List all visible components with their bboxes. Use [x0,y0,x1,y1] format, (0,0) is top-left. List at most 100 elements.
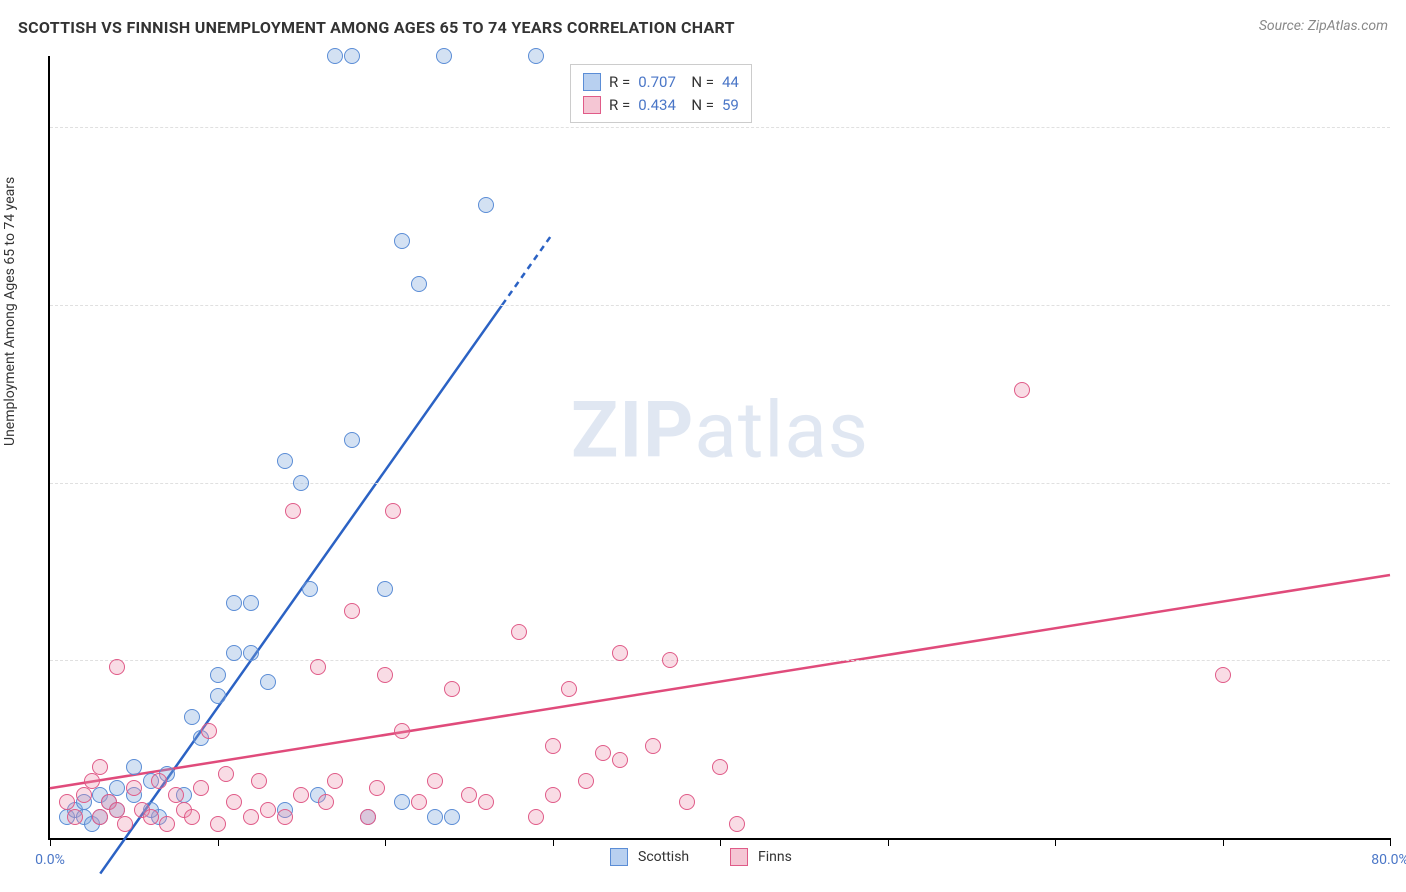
scatter-point [394,723,410,739]
scatter-point [285,503,301,519]
scatter-point [385,503,401,519]
scatter-point [478,197,494,213]
x-tick-label: 0.0% [35,852,65,868]
scatter-point [277,809,293,825]
scatter-point [369,780,385,796]
scatter-point [645,738,661,754]
scatter-point [461,787,477,803]
scatter-point [218,766,234,782]
scatter-point [310,659,326,675]
scatter-point [377,667,393,683]
scatter-point [436,48,452,64]
scatter-point [293,787,309,803]
scatter-point [293,475,309,491]
scatter-point [327,48,343,64]
scatter-point [528,809,544,825]
scatter-point [528,48,544,64]
scatter-point [545,738,561,754]
x-tick [888,838,889,846]
scatter-point [184,709,200,725]
scatter-point [210,816,226,832]
chart-source: Source: ZipAtlas.com [1259,18,1388,34]
x-tick [720,838,721,846]
scatter-point [184,809,200,825]
scatter-point [243,595,259,611]
scatter-point [92,759,108,775]
watermark: ZIPatlas [571,386,869,477]
scatter-point [143,809,159,825]
scatter-point [201,723,217,739]
chart-title: SCOTTISH VS FINNISH UNEMPLOYMENT AMONG A… [18,18,735,37]
scatter-point [302,581,318,597]
legend-stats-box: R = 0.707 N = 44R = 0.434 N = 59 [570,64,752,123]
scatter-point [260,802,276,818]
x-tick [553,838,554,846]
trend-lines [50,56,1390,838]
legend-item: Scottish [610,848,689,866]
scatter-point [394,794,410,810]
scatter-point [260,674,276,690]
scatter-point [126,759,142,775]
scatter-point [84,773,100,789]
x-tick [50,838,51,846]
scatter-point [67,809,83,825]
scatter-point [126,780,142,796]
gridline-h [50,483,1390,484]
scatter-point [344,48,360,64]
scatter-point [679,794,695,810]
scatter-point [109,780,125,796]
legend-stat-row: R = 0.434 N = 59 [583,94,739,117]
scatter-point [444,809,460,825]
scatter-point [377,581,393,597]
scatter-point [612,752,628,768]
scatter-point [226,794,242,810]
scatter-point [210,667,226,683]
scatter-point [151,773,167,789]
scatter-point [243,809,259,825]
scatter-point [545,787,561,803]
scatter-point [394,233,410,249]
scatter-point [159,816,175,832]
x-tick-label: 80.0% [1371,852,1406,868]
scatter-point [193,780,209,796]
scatter-point [1215,667,1231,683]
scatter-point [226,645,242,661]
scatter-point [210,688,226,704]
x-tick [218,838,219,846]
scatter-point [595,745,611,761]
gridline-h [50,305,1390,306]
x-tick [385,838,386,846]
scatter-point [612,645,628,661]
scatter-point [1014,382,1030,398]
scatter-point [511,624,527,640]
plot-area: ZIPatlas R = 0.707 N = 44R = 0.434 N = 5… [48,56,1390,840]
scatter-point [327,773,343,789]
scatter-point [444,681,460,697]
legend-stat-row: R = 0.707 N = 44 [583,71,739,94]
y-axis-label: Unemployment Among Ages 65 to 74 years [2,177,18,446]
scatter-point [243,645,259,661]
gridline-h [50,127,1390,128]
scatter-point [92,809,108,825]
x-tick [1223,838,1224,846]
scatter-point [277,453,293,469]
scatter-point [561,681,577,697]
scatter-point [251,773,267,789]
scatter-point [411,276,427,292]
x-tick [1390,838,1391,846]
scatter-point [712,759,728,775]
x-tick [1055,838,1056,846]
scatter-point [117,816,133,832]
scatter-point [427,809,443,825]
scatter-point [318,794,334,810]
scatter-point [427,773,443,789]
scatter-point [226,595,242,611]
scatter-point [360,809,376,825]
scatter-point [344,603,360,619]
legend-item: Finns [730,848,792,866]
scatter-point [344,432,360,448]
scatter-point [729,816,745,832]
scatter-point [411,794,427,810]
scatter-point [109,659,125,675]
scatter-point [478,794,494,810]
